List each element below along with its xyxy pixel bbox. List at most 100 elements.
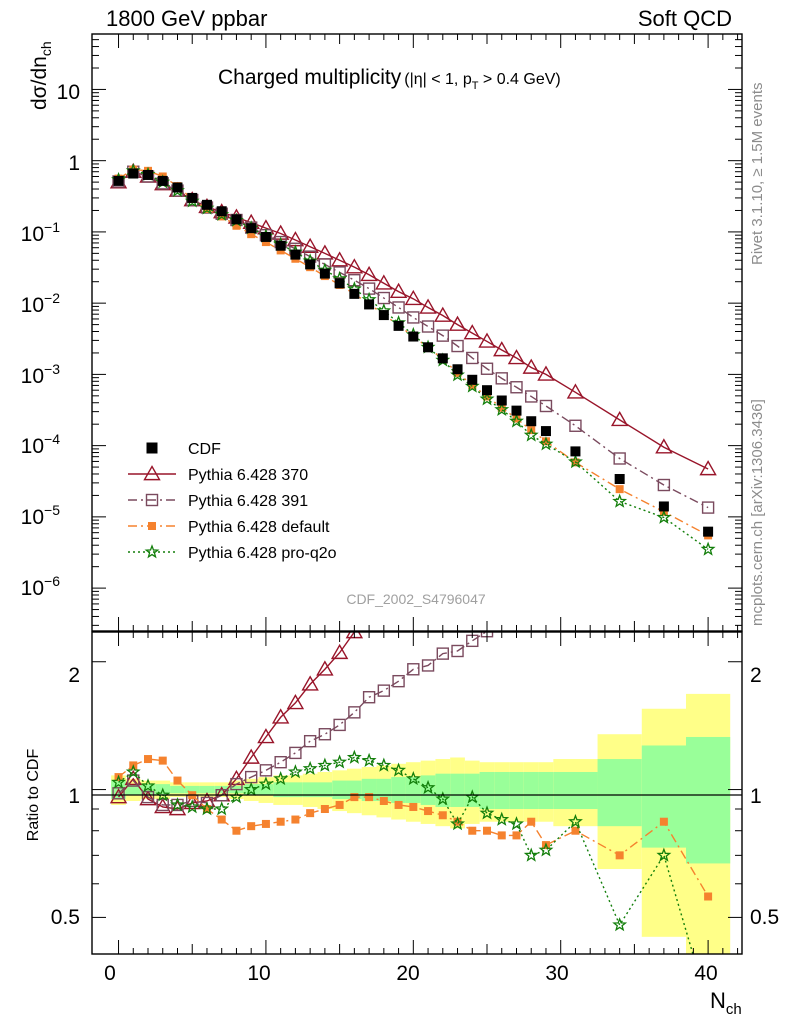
main-cdf-point bbox=[128, 168, 139, 179]
ratio-band-inner bbox=[538, 771, 554, 810]
main-pythia-391-point bbox=[657, 478, 671, 492]
ratio-pythia-default-point bbox=[615, 851, 624, 860]
ratio-pythia-pro-q2o-point bbox=[170, 797, 185, 812]
ratio-pythia-default-point bbox=[468, 826, 477, 835]
ratio-pythia-pro-q2o-line bbox=[118, 756, 694, 954]
main-ylabel: dσ/dnch bbox=[28, 41, 54, 110]
main-cdf-point bbox=[364, 299, 375, 310]
main-pythia-370-point bbox=[463, 324, 481, 340]
main-pythia-391-point bbox=[436, 329, 449, 342]
main-pythia-default-point bbox=[512, 414, 521, 423]
main-cdf-point bbox=[393, 320, 404, 331]
main-pythia-391-point bbox=[421, 320, 435, 333]
ratio-pythia-391-point bbox=[348, 706, 361, 719]
ratio-pythia-391-point bbox=[112, 787, 125, 800]
ratio-pythia-pro-q2o-point bbox=[287, 764, 303, 779]
ratio-pythia-pro-q2o-point bbox=[479, 805, 495, 820]
ratio-pythia-default-point bbox=[291, 815, 300, 824]
main-title: Charged multiplicity (|η| < 1, pT > 0.4 G… bbox=[218, 66, 561, 92]
main-cdf-series bbox=[113, 168, 714, 537]
ratio-pythia-default-point bbox=[512, 831, 521, 840]
ratio-pythia-pro-q2o-point bbox=[199, 801, 215, 816]
main-ytick-label-1e-3: 10−3 bbox=[21, 361, 61, 388]
legend-entry: Pythia 6.428 default bbox=[128, 519, 330, 536]
ratio-ytick-label-2-right: 2 bbox=[750, 664, 762, 687]
main-pythia-391-point bbox=[701, 501, 715, 514]
main-pythia-370-point bbox=[419, 298, 437, 314]
ratio-band-inner bbox=[685, 736, 731, 864]
ratio-pythia-370-point bbox=[168, 800, 187, 816]
ratio-pythia-370-point bbox=[316, 660, 334, 676]
main-pythia-391-point bbox=[613, 452, 626, 465]
ratio-band-inner bbox=[450, 773, 465, 807]
main-cdf-point bbox=[334, 278, 345, 289]
ratio-pythia-pro-q2o-point bbox=[361, 752, 377, 767]
legend-marker bbox=[148, 522, 156, 530]
legend-entry: Pythia 6.428 370 bbox=[128, 465, 308, 484]
main-frame bbox=[91, 33, 743, 632]
main-cdf-point bbox=[467, 374, 478, 385]
main-pythia-370-line bbox=[118, 170, 709, 470]
ratio-pythia-pro-q2o-point bbox=[302, 760, 318, 776]
ratio-pythia-default-point bbox=[438, 811, 447, 820]
ratio-band-inner bbox=[170, 785, 185, 794]
main-cdf-point bbox=[290, 249, 301, 260]
ratio-ytick-label-1-left: 1 bbox=[68, 785, 80, 808]
main-cdf-point bbox=[113, 175, 124, 186]
main-pythia-default-point bbox=[261, 238, 270, 247]
ratio-pythia-370-point bbox=[271, 708, 290, 724]
main-cdf-point bbox=[452, 364, 463, 375]
legend-marker bbox=[146, 442, 158, 454]
ratio-pythia-391-point bbox=[333, 718, 346, 732]
ratio-pythia-default-point bbox=[306, 809, 315, 818]
main-pythia-370-point bbox=[375, 274, 393, 290]
ratio-pythia-370-point bbox=[257, 728, 275, 744]
ratio-frame bbox=[91, 631, 743, 955]
ratio-band-inner bbox=[332, 780, 347, 800]
ratio-pythia-default-point bbox=[424, 807, 433, 816]
ratio-pythia-391-point bbox=[289, 746, 302, 760]
ratio-ytick-label-05-right: 0.5 bbox=[750, 906, 779, 929]
ratio-pythia-default-point bbox=[365, 793, 374, 802]
ratio-band-inner bbox=[597, 759, 642, 827]
main-pythia-391-point bbox=[525, 390, 538, 403]
ratio-pythia-391-point bbox=[141, 790, 155, 804]
main-cdf-point bbox=[216, 206, 227, 217]
ratio-pythia-391-point bbox=[362, 691, 376, 704]
ratio-band-inner bbox=[273, 782, 289, 798]
ratio-band-inner bbox=[125, 784, 141, 796]
ratio-pythia-default-point bbox=[394, 800, 403, 809]
main-pythia-370-point bbox=[478, 332, 496, 348]
ratio-pythia-pro-q2o-point bbox=[184, 799, 200, 814]
xtick-label-0: 0 bbox=[104, 962, 116, 985]
header-right: Soft QCD bbox=[638, 6, 732, 31]
ratio-pythia-default-point bbox=[202, 805, 211, 814]
legend-label: Pythia 6.428 391 bbox=[188, 493, 308, 510]
main-cdf-point bbox=[614, 474, 625, 485]
main-pythia-pro-q2o-point bbox=[612, 493, 628, 508]
ratio-pythia-default-point bbox=[158, 756, 167, 765]
main-pythia-pro-q2o-point bbox=[494, 401, 510, 417]
main-pythia-391-line bbox=[118, 170, 709, 509]
legend-entry: CDF bbox=[146, 441, 221, 458]
ratio-pythia-pro-q2o-point bbox=[376, 757, 392, 772]
ratio-uncertainty-bands bbox=[111, 693, 731, 954]
ratio-pythia-default-point bbox=[276, 817, 285, 826]
main-ytick-label-10: 10 bbox=[57, 81, 80, 104]
main-pythia-370-point bbox=[448, 315, 467, 331]
ratio-band-inner bbox=[494, 771, 510, 810]
ratio-band-inner bbox=[184, 785, 200, 794]
ratio-pythia-pro-q2o-point bbox=[494, 811, 510, 826]
main-cdf-point bbox=[540, 426, 551, 437]
main-cdf-point bbox=[423, 342, 434, 353]
main-pythia-370-point bbox=[566, 383, 585, 399]
ratio-band-inner bbox=[199, 785, 215, 794]
main-cdf-point bbox=[231, 214, 242, 225]
ratio-pythia-default-point bbox=[497, 831, 506, 840]
legend-marker bbox=[143, 465, 161, 481]
main-pythia-370-point bbox=[493, 341, 511, 357]
main-cdf-point bbox=[703, 526, 714, 537]
legend-label: Pythia 6.428 default bbox=[188, 519, 330, 536]
ratio-pythia-pro-q2o-point bbox=[420, 779, 436, 795]
main-pythia-391-point bbox=[333, 266, 346, 279]
